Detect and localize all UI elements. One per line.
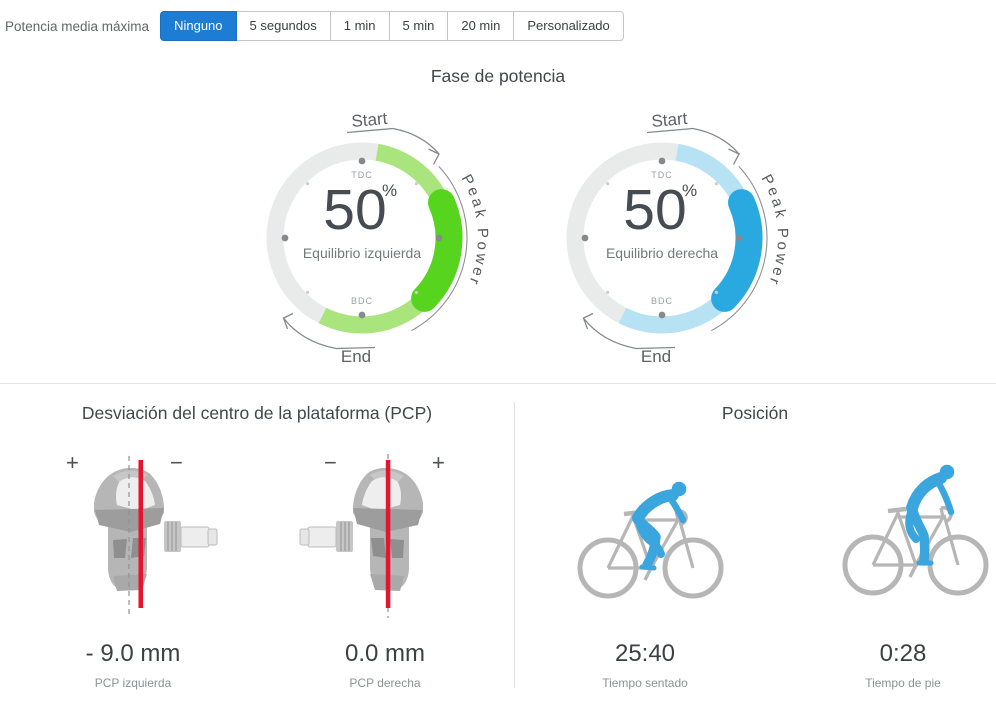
tab-5-segundos[interactable]: 5 segundos — [235, 11, 331, 41]
peak-power-guide-arc — [411, 166, 468, 332]
end-annotation: End — [282, 312, 376, 366]
power-phase-gauge-right: Peak Power TDC 50 % Equilibrio derecha B… — [566, 109, 791, 366]
rider-arm — [934, 478, 955, 516]
peak-power-guide-arc — [711, 166, 768, 332]
max-avg-power-toolbar: Potencia media máxima Ninguno 5 segundos… — [5, 11, 624, 41]
time-standing-value: 0:28 — [879, 640, 927, 667]
pcp-left-value: - 9.0 mm — [85, 640, 181, 667]
time-seated-label: Tiempo sentado — [602, 676, 688, 690]
peak-power-label: Peak Power — [458, 172, 491, 290]
power-phase-gauge-left: Peak Power TDC 50 % Equilibrio izquierda… — [266, 109, 491, 366]
pcp-left-stat: - 9.0 mm PCP izquierda — [23, 640, 243, 690]
power-phase-title: Fase de potencia — [430, 66, 566, 86]
bdc-label: BDC — [651, 296, 673, 306]
tdc-label: TDC — [651, 170, 673, 180]
pcp-left-plus-sign: + — [66, 450, 79, 475]
pedal-body — [93, 467, 218, 592]
balance-label: Equilibrio izquierda — [303, 245, 422, 261]
balance-unit: % — [382, 181, 397, 200]
cyclist-standing-figure — [905, 464, 955, 566]
position-section-title: Posición — [721, 403, 789, 423]
balance-value: 50 — [623, 178, 686, 242]
bdc-dot — [358, 311, 366, 319]
bike — [577, 509, 724, 599]
balance-label: Equilibrio derecha — [606, 245, 718, 261]
end-annotation: End — [582, 312, 676, 366]
cyclist-seated-figure — [632, 481, 687, 571]
rider-front-leg — [633, 515, 661, 570]
rider-arm — [666, 494, 687, 524]
end-arrowhead — [282, 312, 294, 330]
start-annotation: Start — [646, 109, 740, 165]
tab-20-min[interactable]: 20 min — [447, 11, 515, 41]
horizontal-divider — [0, 383, 996, 384]
standing-cyclist-graphic — [842, 464, 989, 596]
pcp-right-stat: 0.0 mm PCP derecha — [275, 640, 495, 690]
tdc-label: TDC — [351, 170, 373, 180]
start-label: Start — [351, 109, 389, 131]
start-label: Start — [651, 109, 689, 131]
seated-cyclist-graphic — [577, 481, 724, 599]
peak-power-arc — [711, 189, 763, 312]
rider-front-leg — [907, 503, 930, 566]
time-seated-stat: 25:40 Tiempo sentado — [535, 640, 755, 690]
end-arrowhead — [582, 312, 594, 330]
end-label: End — [641, 347, 671, 366]
rider-foot — [639, 564, 657, 571]
pcp-offset-line — [138, 460, 143, 608]
start-arrowhead — [728, 148, 740, 165]
minor-dot — [606, 290, 610, 294]
tab-ninguno[interactable]: Ninguno — [160, 11, 237, 41]
end-label: End — [341, 347, 371, 366]
pedal-body — [299, 467, 424, 592]
pcp-right-plus-sign: + — [432, 450, 445, 475]
vertical-divider — [514, 402, 515, 688]
pcp-section-title: Desviación del centro de la plataforma (… — [81, 403, 433, 423]
left-dot — [281, 234, 289, 242]
bdc-label: BDC — [351, 296, 373, 306]
tab-5-min[interactable]: 5 min — [388, 11, 449, 41]
pcp-left-minus-sign: − — [170, 450, 183, 475]
right-dot — [435, 234, 443, 242]
minor-dot — [306, 290, 310, 294]
peak-power-arc — [411, 189, 463, 312]
right-dot — [735, 234, 743, 242]
tab-personalizado[interactable]: Personalizado — [513, 11, 624, 41]
time-standing-stat: 0:28 Tiempo de pie — [793, 640, 996, 690]
minor-dot — [306, 182, 310, 186]
rider-rear-leg — [905, 506, 920, 543]
minor-dot — [414, 290, 418, 294]
duration-button-group: Ninguno 5 segundos 1 min 5 min 20 min Pe… — [160, 11, 624, 41]
start-annotation: Start — [346, 109, 440, 165]
tab-1-min[interactable]: 1 min — [329, 11, 390, 41]
minor-dot — [714, 290, 718, 294]
start-arrowhead — [428, 148, 440, 165]
peak-power-label: Peak Power — [758, 172, 791, 290]
minor-dot — [414, 182, 418, 186]
pcp-right-minus-sign: − — [324, 450, 337, 475]
tdc-dot — [658, 157, 666, 165]
time-seated-value: 25:40 — [614, 640, 676, 667]
pcp-left-label: PCP izquierda — [94, 676, 172, 690]
pcp-right-label: PCP derecha — [349, 676, 421, 690]
minor-dot — [714, 182, 718, 186]
balance-unit: % — [682, 181, 697, 200]
bdc-dot — [658, 311, 666, 319]
left-dot — [581, 234, 589, 242]
minor-dot — [606, 182, 610, 186]
rider-rear-leg — [635, 518, 665, 558]
tdc-dot — [358, 157, 366, 165]
balance-value: 50 — [323, 178, 386, 242]
toolbar-label: Potencia media máxima — [5, 18, 150, 34]
pcp-right-value: 0.0 mm — [344, 640, 425, 667]
pedal-right-graphic — [299, 454, 424, 618]
pedal-left-graphic — [93, 456, 218, 616]
time-standing-label: Tiempo de pie — [865, 676, 941, 690]
pcp-offset-line — [385, 460, 391, 608]
